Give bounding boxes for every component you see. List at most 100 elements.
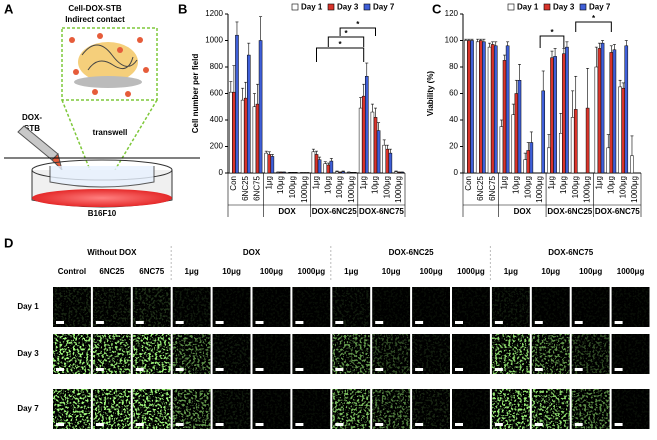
zoom-box	[61, 27, 158, 101]
bar	[229, 91, 233, 174]
column-label: Control	[58, 267, 86, 276]
bar	[323, 163, 328, 174]
x-tick-label: 1000μg	[394, 176, 403, 203]
scale-bar	[614, 321, 623, 324]
scale-bar	[534, 321, 543, 324]
error-bar	[594, 46, 598, 67]
error-bar	[247, 42, 251, 56]
legend-label: Day 3	[337, 3, 359, 12]
group-label: DOX	[514, 207, 532, 216]
scale-bar	[56, 423, 64, 426]
bar	[490, 44, 495, 174]
error-bar	[597, 42, 601, 49]
fluorescence	[292, 334, 331, 374]
error-bar	[488, 42, 492, 48]
error-bar	[479, 38, 483, 41]
fluorescence	[531, 287, 570, 327]
error-bar	[467, 38, 471, 41]
legend-swatch	[291, 3, 299, 11]
x-tick-label: 6NC75	[488, 175, 497, 200]
y-tick-label: 20	[449, 142, 458, 151]
error-bar	[377, 122, 381, 131]
bar	[376, 130, 381, 174]
scale-bar	[335, 423, 344, 426]
y-tick-label: 600	[210, 89, 224, 98]
x-tick-label: 100μg	[382, 176, 391, 198]
bar	[370, 111, 375, 174]
x-tick-label: Con	[229, 176, 238, 191]
bar	[361, 95, 366, 174]
y-tick-label: 40	[449, 115, 458, 124]
bar	[573, 109, 578, 174]
scale-bar	[494, 368, 503, 371]
significance-star: *	[550, 28, 554, 37]
bar	[397, 172, 401, 174]
error-bar	[618, 79, 622, 87]
scale-bar	[574, 368, 583, 371]
scale-bar	[135, 321, 144, 324]
error-bar	[547, 134, 551, 148]
error-bar	[526, 142, 530, 151]
column-label: 1000μg	[298, 267, 326, 276]
column-label: 1μg	[185, 267, 199, 276]
fluorescence	[172, 287, 211, 327]
scale-bar	[534, 368, 543, 371]
legend-label: Day 1	[301, 3, 323, 12]
error-bar	[267, 151, 271, 155]
error-bar	[491, 41, 495, 45]
scale-bar	[415, 321, 424, 324]
scale-bar	[215, 321, 224, 324]
legend-swatch	[543, 3, 551, 11]
column-label: 1μg	[504, 267, 518, 276]
fluorescence	[611, 389, 650, 429]
error-bar	[562, 48, 566, 54]
legend-swatch	[363, 3, 371, 11]
y-tick-label: 100	[445, 36, 459, 45]
fluorescence	[172, 389, 211, 429]
error-bar	[318, 156, 322, 160]
fluorescence	[452, 287, 490, 327]
legend-label: Day 7	[589, 3, 611, 12]
fluorescence	[212, 389, 251, 429]
fluorescence	[491, 389, 530, 429]
fluorescence	[571, 287, 610, 327]
significance-bracket	[339, 27, 376, 36]
x-tick-label: 100μg	[335, 176, 344, 198]
row-label: Day 1	[17, 302, 39, 311]
fluorescence	[531, 389, 570, 429]
x-tick-label: 6NC25	[241, 175, 250, 200]
error-bar	[624, 40, 628, 46]
group-label: DOX-6NC75	[595, 207, 640, 216]
bar	[400, 172, 404, 174]
x-tick-label: 100μg	[523, 176, 532, 198]
insert-label: transwell	[93, 128, 128, 137]
scale-bar	[255, 368, 264, 371]
bar	[314, 154, 319, 174]
bar	[264, 152, 269, 174]
panel-label: D	[4, 235, 13, 250]
group-label: DOX	[278, 207, 296, 216]
error-bar	[382, 139, 386, 146]
group-header: DOX	[243, 248, 261, 257]
error-bar	[229, 81, 233, 93]
fibers	[81, 44, 138, 71]
bar	[609, 52, 614, 174]
scale-bar	[135, 423, 144, 426]
fluorescence	[452, 389, 490, 429]
error-bar	[470, 38, 474, 41]
y-tick-label: 0	[219, 168, 224, 177]
x-tick-label: 1μg	[359, 176, 368, 190]
error-bar	[252, 93, 256, 107]
bar	[335, 171, 339, 174]
x-tick-label: 10μg	[371, 176, 380, 194]
error-bar	[612, 44, 616, 50]
scale-bar	[494, 423, 503, 426]
fluorescence	[92, 287, 131, 327]
error-bar	[388, 148, 392, 154]
error-bar	[494, 41, 498, 46]
column-label: 100μg	[419, 267, 442, 276]
error-bar	[256, 83, 259, 105]
y-tick-label: 400	[210, 115, 224, 124]
bar	[499, 126, 504, 174]
bar	[311, 151, 316, 174]
